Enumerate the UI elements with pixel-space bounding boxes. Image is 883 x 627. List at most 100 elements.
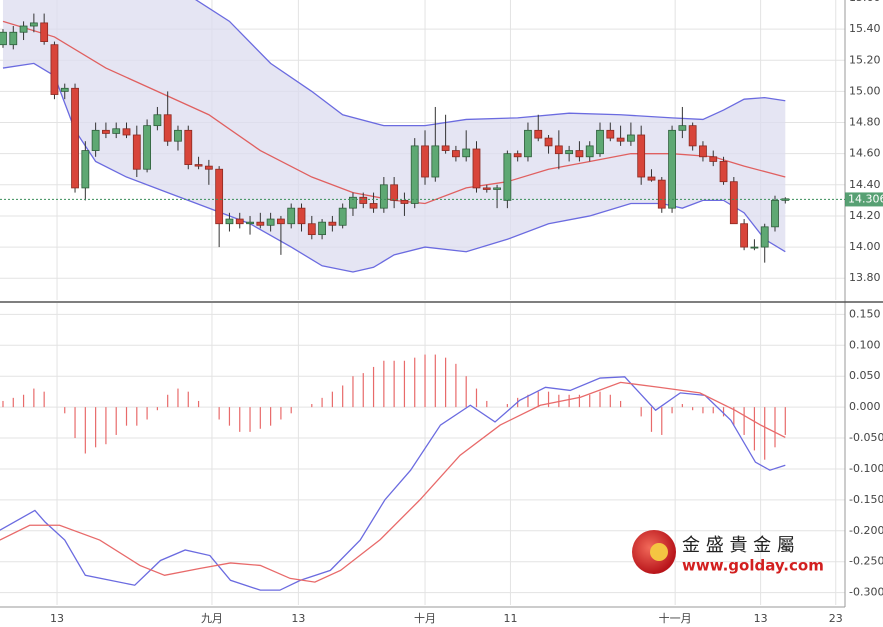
candle-body [225, 218, 234, 225]
candle-body [122, 128, 131, 136]
candle-body [19, 25, 28, 33]
candle-body [596, 129, 604, 155]
y-tick-label: -0.050 [849, 431, 883, 444]
candle-body [709, 156, 718, 162]
candle-body [29, 22, 38, 27]
x-tick-label: 13 [291, 612, 305, 625]
candle-body [719, 161, 728, 183]
y-tick-label: 0.100 [849, 338, 881, 351]
candle-body [750, 246, 759, 249]
y-tick-label: 14.00 [849, 240, 881, 253]
candle-body [246, 221, 254, 225]
candle-body [60, 87, 69, 92]
candle-body [678, 125, 687, 131]
candle-body [287, 207, 296, 225]
candle-body [431, 145, 440, 178]
candle-body [462, 148, 471, 158]
panel [0, 303, 845, 605]
candle-body [421, 145, 429, 178]
candle-body [410, 145, 419, 204]
candle-body [9, 31, 18, 46]
last-price-label: 14.306 [848, 192, 883, 205]
x-tick-label: 十月 [414, 611, 436, 625]
candle-body [699, 145, 707, 158]
candle-body [81, 150, 90, 189]
y-tick-label: 0.000 [849, 400, 881, 413]
candle-body [575, 150, 584, 158]
candle-body [740, 223, 749, 248]
y-tick-label: 14.20 [849, 209, 881, 222]
candle-body [328, 221, 337, 226]
candle-body [565, 150, 574, 155]
y-tick-label: 14.60 [849, 147, 881, 160]
candle-body [452, 150, 460, 158]
candle-body [266, 218, 275, 226]
logo: 金 盛 貴 金 屬 www.golday.com [632, 530, 824, 575]
last-price-box [845, 192, 883, 207]
candle-body [40, 22, 49, 42]
candle-body [318, 221, 326, 236]
candle-body [184, 129, 193, 165]
candle-body [390, 184, 399, 201]
candle-body [204, 165, 213, 170]
y-tick-label: -0.300 [849, 586, 883, 599]
candle-body [174, 129, 182, 142]
candle-body [585, 145, 594, 158]
candle-body [153, 114, 162, 127]
candle-body [771, 199, 779, 228]
candle-body [297, 207, 306, 225]
candle-body [369, 203, 378, 209]
candle-body [441, 145, 450, 151]
candle-body [626, 134, 635, 142]
x-tick-label: 九月 [201, 612, 223, 625]
candle-body [277, 218, 285, 225]
logo-name: 金 盛 貴 金 屬 [682, 535, 795, 556]
band-fill [2, 0, 786, 272]
y-tick-label: 15.00 [849, 84, 881, 97]
candle-body [554, 145, 563, 155]
y-tick-label: 13.80 [849, 271, 881, 284]
y-tick-label: -0.150 [849, 493, 883, 506]
candle-body [729, 181, 738, 225]
candle-body [616, 137, 625, 142]
candle-body [400, 199, 409, 204]
candle-body [163, 114, 172, 142]
candle-body [688, 125, 697, 147]
logo-url: www.golday.com [682, 557, 824, 575]
candle-body [493, 187, 501, 190]
candle-body [647, 176, 656, 181]
candle-body [482, 187, 491, 190]
candle-body [359, 196, 368, 204]
candle-body [524, 129, 532, 158]
candle-body [50, 44, 59, 95]
y-tick-label: -0.100 [849, 462, 883, 475]
line-series [195, 0, 786, 127]
candle-body [102, 129, 110, 134]
candle-body [256, 221, 265, 226]
line-series [0, 381, 786, 583]
candle-body [503, 153, 512, 201]
y-tick-label: 0.150 [849, 307, 881, 320]
candle-body [0, 31, 7, 46]
line-series [0, 376, 786, 591]
candle-body [534, 129, 543, 139]
x-tick-label: 11 [503, 612, 517, 625]
candle-body [349, 196, 357, 209]
candle-body [338, 207, 347, 226]
x-tick-label: 13 [50, 612, 64, 625]
candle-body [112, 128, 121, 134]
candle-body [668, 129, 676, 209]
y-tick-label: 0.050 [849, 369, 881, 382]
candle-body [235, 218, 244, 225]
x-tick-label: 十一月 [659, 611, 692, 625]
candle-body [194, 164, 203, 167]
logo-icon-inner [650, 543, 668, 561]
y-tick-label: 14.80 [849, 116, 881, 129]
candle-body [760, 226, 769, 248]
candle-body [379, 184, 388, 209]
candle-body [215, 168, 224, 225]
panel [0, 0, 845, 300]
candle-body [513, 153, 522, 158]
candle-body [472, 148, 481, 189]
